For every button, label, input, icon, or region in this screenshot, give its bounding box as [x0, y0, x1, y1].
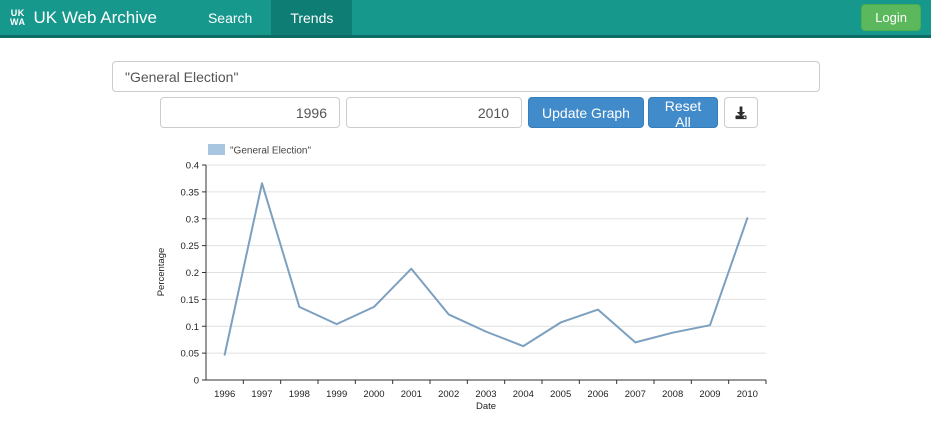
nav-item-search[interactable]: Search	[207, 9, 253, 26]
x-tick-label: 2000	[363, 389, 384, 400]
y-tick-label: 0.35	[181, 187, 200, 198]
logo-line-1: UK	[10, 7, 25, 18]
y-tick-label: 0	[194, 376, 199, 387]
trends-chart-section: "General Election" Percentage Date 0 0.05…	[0, 137, 931, 436]
x-tick-label: 2006	[587, 389, 608, 400]
y-tick-label: 0.25	[181, 241, 200, 252]
legend-label: "General Election"	[230, 146, 311, 157]
x-tick-label: 1998	[289, 389, 310, 400]
from-year-input[interactable]	[160, 97, 340, 128]
navbar-spacer	[352, 0, 861, 35]
download-icon	[735, 106, 747, 119]
y-tick-label: 0.3	[186, 214, 199, 225]
search-row	[112, 61, 931, 92]
nav-item-trends[interactable]: Trends	[271, 0, 353, 35]
to-year-input[interactable]	[346, 97, 522, 128]
y-tick-label: 0.05	[181, 349, 200, 360]
y-tick-label: 0.2	[186, 268, 199, 279]
x-tick-label: 1996	[214, 389, 235, 400]
update-graph-button[interactable]: Update Graph	[528, 97, 644, 128]
y-tick-label: 0.4	[186, 161, 199, 172]
main-nav: Search Trends	[189, 0, 353, 35]
chart-plot-area: 0 0.05 0.1 0.15 0.2 0.25 0.3 0.35 0.4 1996 1997 199…	[181, 161, 767, 400]
x-tick-label: 2002	[438, 389, 459, 400]
x-tick-label: 2007	[625, 389, 646, 400]
x-tick-label: 2003	[475, 389, 496, 400]
download-button[interactable]	[724, 97, 758, 128]
x-tick-label: 2010	[737, 389, 758, 400]
x-tick-label: 2009	[699, 389, 720, 400]
login-button[interactable]: Login	[861, 4, 921, 31]
ukwa-logo-icon: UK WA	[10, 9, 26, 26]
search-query-input[interactable]	[112, 61, 820, 92]
x-tick-label: 1999	[326, 389, 347, 400]
legend-swatch	[208, 144, 225, 155]
navbar: UK WA UK Web Archive Search Trends Login	[0, 0, 931, 38]
reset-all-button[interactable]: Reset All	[648, 97, 718, 130]
x-axis-title: Date	[476, 401, 496, 412]
x-tick-label: 2004	[513, 389, 534, 400]
controls-row: Update Graph Reset All	[160, 97, 931, 130]
x-tick-label: 1997	[251, 389, 272, 400]
brand[interactable]: UK WA UK Web Archive	[0, 0, 167, 35]
x-tick-label: 2008	[662, 389, 683, 400]
logo-line-2: WA	[10, 16, 26, 27]
y-tick-label: 0.1	[186, 322, 199, 333]
brand-title: UK Web Archive	[33, 7, 157, 27]
x-tick-label: 2001	[401, 389, 422, 400]
trends-chart: "General Election" Percentage Date 0 0.05…	[156, 144, 767, 412]
chart-line-general-election	[223, 182, 749, 356]
y-axis-title: Percentage	[156, 248, 167, 297]
y-tick-label: 0.15	[181, 295, 200, 306]
x-tick-label: 2005	[550, 389, 571, 400]
